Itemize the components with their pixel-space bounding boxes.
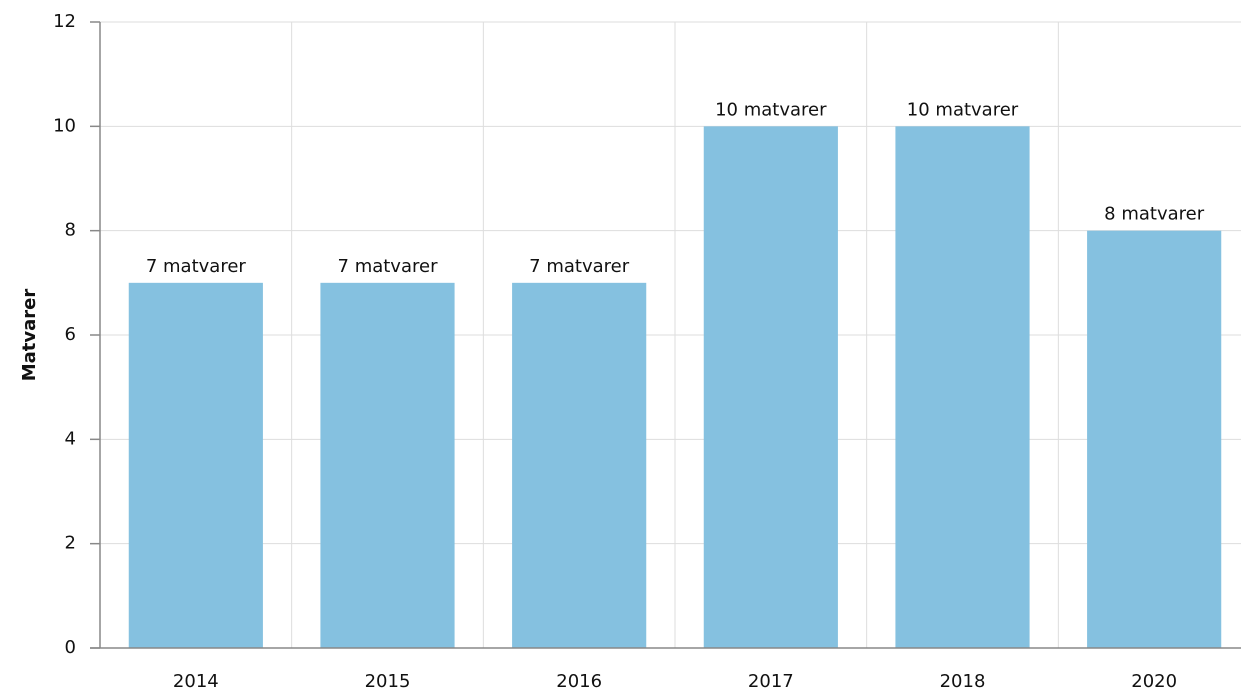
data-label: 10 matvarer bbox=[715, 99, 827, 120]
data-label: 7 matvarer bbox=[529, 256, 630, 277]
y-tick-label: 10 bbox=[53, 115, 76, 136]
bar bbox=[1087, 230, 1222, 648]
y-axis-label: Matvarer bbox=[19, 289, 40, 382]
y-tick-label: 8 bbox=[65, 220, 76, 241]
data-label: 7 matvarer bbox=[146, 256, 247, 277]
x-tick-label: 2017 bbox=[748, 671, 794, 692]
bar bbox=[895, 126, 1030, 649]
y-tick-label: 0 bbox=[65, 637, 76, 658]
data-label: 7 matvarer bbox=[338, 256, 439, 277]
x-tick-label: 2018 bbox=[940, 671, 986, 692]
data-label: 8 matvarer bbox=[1104, 204, 1205, 225]
x-tick-label: 2015 bbox=[365, 671, 411, 692]
x-tick-label: 2020 bbox=[1131, 671, 1177, 692]
x-tick-label: 2016 bbox=[556, 671, 602, 692]
bar bbox=[128, 282, 263, 648]
bar bbox=[703, 126, 838, 649]
bar bbox=[512, 282, 647, 648]
data-label: 10 matvarer bbox=[907, 99, 1019, 120]
y-tick-label: 4 bbox=[65, 428, 76, 449]
bar bbox=[320, 282, 455, 648]
y-tick-label: 6 bbox=[65, 324, 76, 345]
y-tick-label: 12 bbox=[53, 11, 76, 32]
x-tick-label: 2014 bbox=[173, 671, 219, 692]
y-tick-label: 2 bbox=[65, 533, 76, 554]
